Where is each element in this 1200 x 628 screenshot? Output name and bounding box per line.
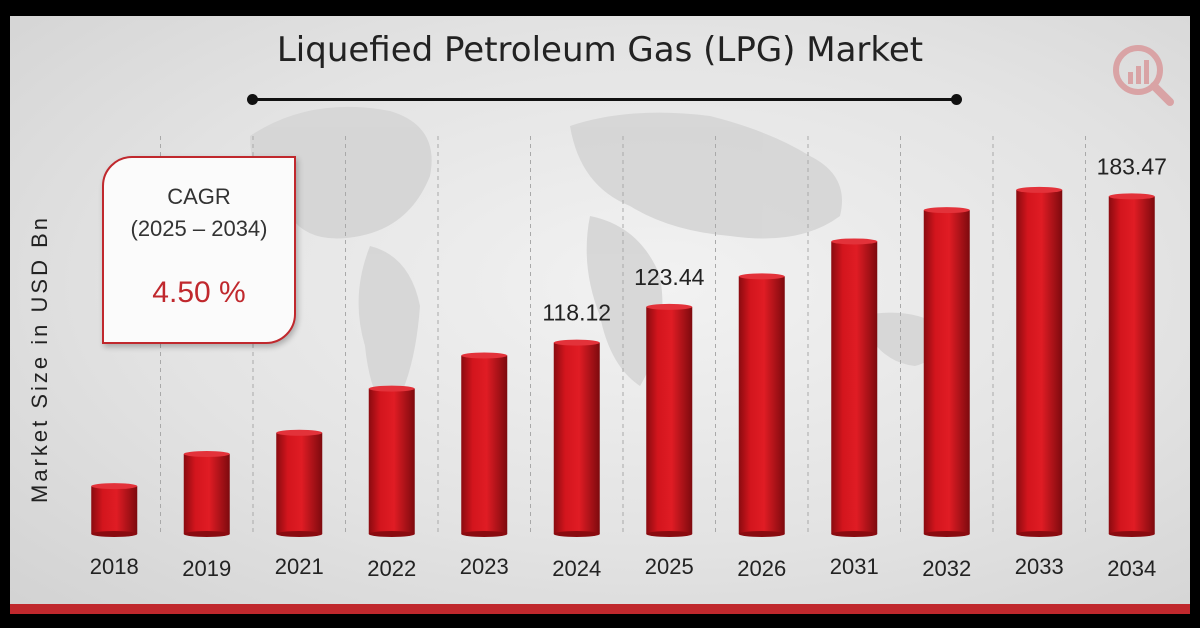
bar-base xyxy=(923,531,970,537)
bar-base xyxy=(276,531,323,537)
bar-body xyxy=(646,306,693,534)
bar-body xyxy=(183,453,230,534)
bar-base xyxy=(831,531,878,537)
chart-panel: Liquefied Petroleum Gas (LPG) Market Mar… xyxy=(10,16,1190,614)
x-tick-label: 2031 xyxy=(830,554,879,579)
data-label-2024: 118.12 xyxy=(542,300,611,326)
bar-base xyxy=(1016,531,1063,537)
title-underline-right-dot xyxy=(951,94,962,105)
bar-body xyxy=(831,241,878,534)
bar-body xyxy=(368,388,415,534)
bar-top xyxy=(553,339,600,346)
x-tick-label: 2034 xyxy=(1107,556,1156,581)
bar-base xyxy=(738,531,785,537)
bar-base xyxy=(368,531,415,537)
bar-top xyxy=(183,450,230,457)
bar-body xyxy=(1108,196,1155,534)
bar-top xyxy=(831,238,878,245)
bar-top xyxy=(738,273,785,280)
bar-top xyxy=(461,352,508,359)
data-label-2034: 183.47 xyxy=(1097,153,1167,179)
cagr-period: (2025 – 2034) xyxy=(130,216,268,241)
bar-base xyxy=(461,531,508,537)
x-tick-label: 2023 xyxy=(460,554,509,579)
x-tick-label: 2032 xyxy=(922,556,971,581)
bar-body xyxy=(1016,189,1063,535)
bar-body xyxy=(553,342,600,534)
bar-2019 xyxy=(183,450,230,537)
bar-2033 xyxy=(1016,186,1063,537)
cagr-value: 4.50 % xyxy=(152,276,246,309)
bar-body xyxy=(276,432,323,534)
bar-chart: 2018 2019 2021 2022 2023 2024 118.12 2025 123.44… xyxy=(90,136,1167,581)
bar-top xyxy=(646,303,693,310)
bar-body xyxy=(738,276,785,534)
bar-base xyxy=(553,531,600,537)
bar-top xyxy=(276,429,323,436)
bar-top xyxy=(1108,193,1155,200)
cagr-title: CAGR xyxy=(167,184,231,209)
x-tick-label: 2024 xyxy=(552,556,601,581)
x-tick-label: 2019 xyxy=(182,556,231,581)
bar-base xyxy=(183,531,230,537)
bar-top xyxy=(368,385,415,392)
bar-body xyxy=(923,210,970,534)
bar-2018 xyxy=(91,483,138,537)
magnifier-bar-chart-icon xyxy=(1113,45,1174,106)
bottom-accent-bar xyxy=(10,604,1190,614)
bar-2031 xyxy=(831,238,878,537)
bar-2025 xyxy=(646,303,693,537)
chart-title: Liquefied Petroleum Gas (LPG) Market xyxy=(276,30,924,70)
bar-2024 xyxy=(553,339,600,537)
bar-base xyxy=(91,531,138,537)
bar-2034 xyxy=(1108,193,1155,537)
bar-top xyxy=(91,483,138,490)
x-tick-label: 2025 xyxy=(645,554,694,579)
title-underline-left-dot xyxy=(247,94,258,105)
bar-2022 xyxy=(368,385,415,537)
bar-2026 xyxy=(738,273,785,537)
bar-body xyxy=(91,486,138,534)
x-tick-label: 2018 xyxy=(90,554,139,579)
bar-2023 xyxy=(461,352,508,537)
bar-top xyxy=(923,207,970,214)
x-tick-label: 2022 xyxy=(367,556,416,581)
cagr-callout: CAGR (2025 – 2034) 4.50 % xyxy=(102,156,296,344)
title-underline xyxy=(252,98,958,101)
bar-base xyxy=(1108,531,1155,537)
x-tick-label: 2026 xyxy=(737,556,786,581)
x-tick-label: 2033 xyxy=(1015,554,1064,579)
bar-top xyxy=(1016,186,1063,193)
bar-2032 xyxy=(923,207,970,537)
data-label-2025: 123.44 xyxy=(634,264,705,290)
x-tick-label: 2021 xyxy=(275,554,324,579)
bar-2021 xyxy=(276,429,323,537)
bar-base xyxy=(646,531,693,537)
bar-body xyxy=(461,355,508,534)
